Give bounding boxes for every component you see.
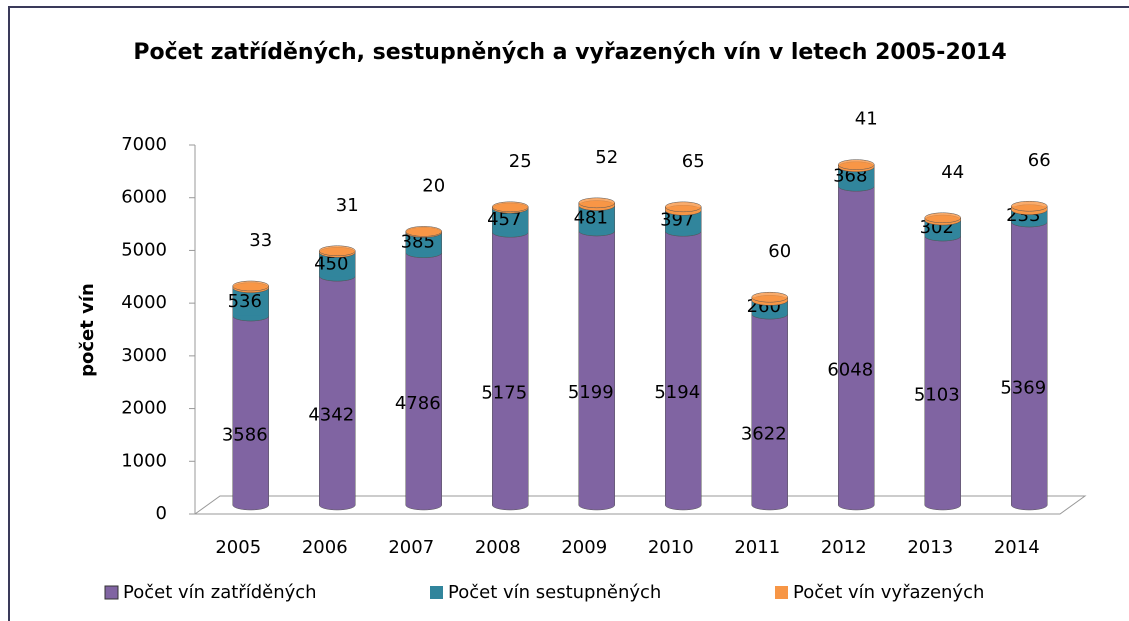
x-tick-label: 2006: [302, 537, 348, 558]
cylinder-part: [492, 232, 529, 506]
y-tick-label: 3000: [121, 345, 167, 366]
bar-segment: [319, 270, 356, 511]
cylinder-part: [405, 226, 442, 237]
cylinder-part: [924, 235, 961, 505]
bar-segment: [492, 226, 529, 511]
data-label: 52: [595, 147, 618, 168]
y-tick-label: 0: [156, 503, 167, 524]
data-label: 5103: [914, 384, 960, 405]
data-label: 5369: [1000, 377, 1046, 398]
y-tick-label: 5000: [121, 239, 167, 260]
legend-label: Počet vín sestupněných: [448, 582, 661, 603]
bar-segment: [838, 180, 875, 511]
cylinder-part: [319, 245, 356, 257]
data-label: 5199: [568, 382, 614, 403]
y-axis-label: počet vín: [77, 283, 98, 377]
cylinder-part: [838, 159, 875, 170]
cylinder-part: [405, 232, 442, 253]
cylinder-part: [405, 252, 442, 505]
bar-segment: [405, 226, 442, 238]
y-tick-label: 4000: [121, 292, 167, 313]
data-label: 450: [314, 253, 348, 274]
cylinder-part: [492, 201, 529, 213]
bar-segment: [751, 308, 788, 511]
bar-segment: [578, 197, 615, 211]
data-label: 481: [574, 207, 608, 228]
x-tick-label: 2011: [734, 537, 780, 558]
data-label: 65: [682, 151, 705, 172]
bar-segment: [838, 159, 875, 173]
cylinder-part: [751, 314, 788, 505]
cylinder-part: [319, 276, 356, 505]
data-label: 31: [336, 195, 359, 216]
bar-segment: [1011, 216, 1048, 511]
data-label: 5175: [481, 383, 527, 404]
data-label: 44: [941, 162, 964, 183]
y-tick-label: 2000: [121, 398, 167, 419]
x-tick-label: 2013: [907, 537, 953, 558]
bar-segment: [232, 280, 269, 293]
cylinder-part: [665, 201, 702, 213]
cylinder-part: [751, 291, 788, 303]
data-label: 4342: [308, 405, 354, 426]
bar-segment: [924, 212, 961, 226]
bar-segment: [319, 245, 356, 258]
cylinder-part: [319, 252, 356, 277]
x-tick-label: 2007: [388, 537, 434, 558]
legend-label: Počet vín vyřazených: [793, 582, 984, 603]
cylinder-part: [1011, 221, 1048, 506]
bar-segment: [751, 291, 788, 306]
cylinder-part: [232, 315, 269, 505]
x-tick-label: 2010: [648, 537, 694, 558]
chart-title: Počet zatříděných, sestupněných a vyřaze…: [133, 40, 1007, 65]
data-label: 457: [487, 209, 521, 230]
y-tick-label: 6000: [121, 187, 167, 208]
bar-segment: [405, 247, 442, 511]
bar-segment: [665, 225, 702, 511]
data-label: 3622: [741, 424, 787, 445]
data-label: 25: [509, 151, 532, 172]
data-label: 41: [855, 109, 878, 130]
data-label: 66: [1028, 150, 1051, 171]
data-label: 4786: [395, 393, 441, 414]
data-label: 5194: [654, 382, 700, 403]
data-label: 3586: [222, 424, 268, 445]
data-label: 20: [422, 175, 445, 196]
data-label: 33: [249, 230, 272, 251]
bar-segment: [924, 230, 961, 511]
data-label: 60: [768, 241, 791, 262]
cylinder-part: [838, 166, 875, 187]
cylinder-part: [665, 210, 702, 232]
legend-swatch: [430, 586, 443, 599]
bar-segment: [232, 310, 269, 511]
data-label: 6048: [827, 360, 873, 381]
x-tick-label: 2005: [215, 537, 261, 558]
bar-segment: [1011, 200, 1048, 215]
cylinder-part: [838, 186, 875, 505]
x-tick-label: 2014: [994, 537, 1040, 558]
legend-label: Počet vín zatříděných: [123, 582, 317, 603]
frame: [8, 6, 1129, 621]
data-label: 536: [228, 291, 262, 312]
x-tick-label: 2009: [561, 537, 607, 558]
x-tick-label: 2012: [821, 537, 867, 558]
cylinder-part: [1011, 200, 1048, 212]
cylinder-part: [578, 230, 615, 506]
legend-swatch: [104, 585, 119, 600]
cylinder-part: [924, 212, 961, 224]
bar-segment: [578, 225, 615, 511]
cylinder-part: [578, 197, 615, 209]
y-tick-label: 1000: [121, 450, 167, 471]
cylinder-part: [665, 231, 702, 505]
bar-segment: [492, 201, 529, 214]
legend-swatch: [775, 586, 788, 599]
x-tick-label: 2008: [475, 537, 521, 558]
bar-segment: [665, 201, 702, 216]
y-tick-label: 7000: [121, 134, 167, 155]
cylinder-part: [232, 280, 269, 292]
